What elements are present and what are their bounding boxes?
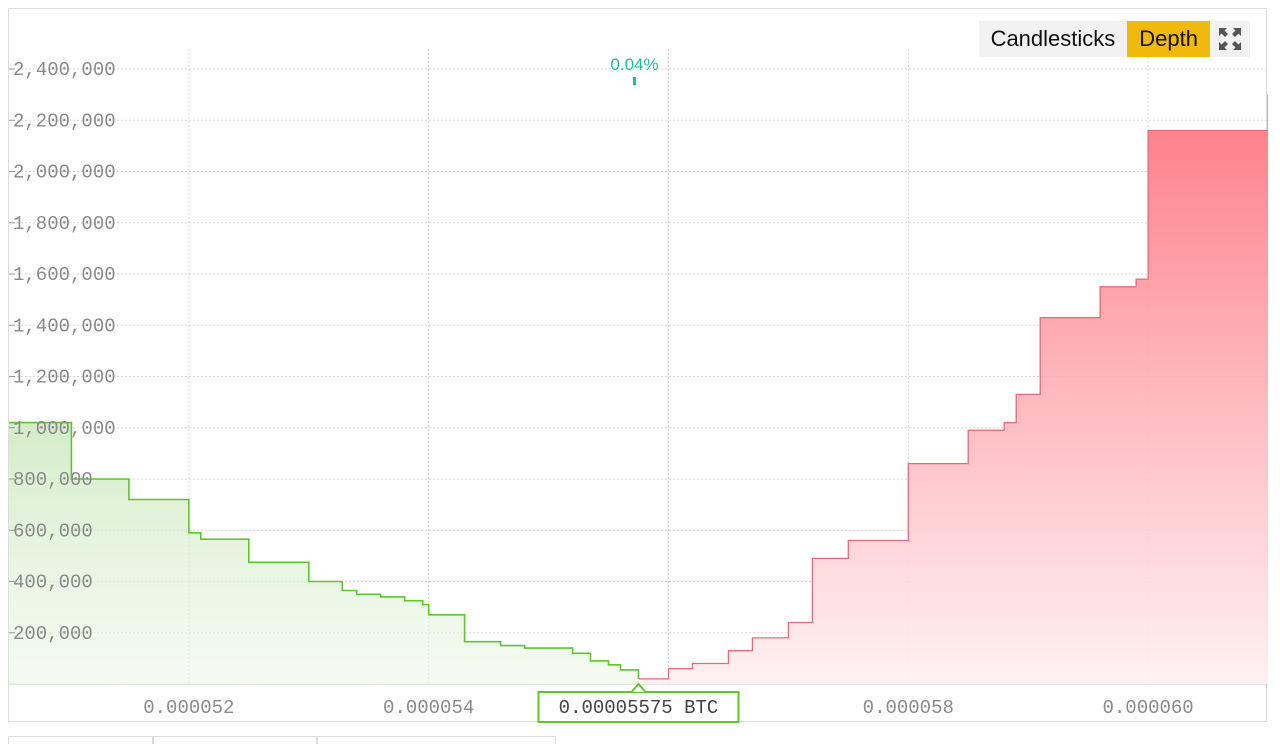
y-tick-label: 800,000	[13, 469, 93, 491]
mid-price-marker: 0.00005575 BTC 0.04%	[537, 55, 740, 723]
expand-icon-graphic	[1219, 28, 1241, 50]
mid-price-label: 0.00005575 BTC	[559, 697, 719, 719]
y-tick-label: 2,200,000	[13, 110, 116, 132]
bid-depth-area	[9, 422, 639, 684]
x-axis-labels: 0.000052 0.000054 0.000058 0.000060	[143, 697, 1193, 719]
candlesticks-tab[interactable]: Candlesticks	[990, 26, 1116, 51]
y-tick-label: 1,200,000	[13, 367, 116, 389]
y-tick-label: 2,400,000	[13, 59, 116, 81]
bottom-tab[interactable]	[317, 736, 556, 744]
bottom-tab-strip	[8, 736, 556, 744]
depth-tab[interactable]: Depth	[1127, 21, 1210, 57]
bid-depth-line	[9, 421, 640, 679]
y-tick-label: 600,000	[13, 520, 93, 542]
spread-label: 0.04%	[610, 55, 658, 74]
depth-areas	[9, 94, 1268, 685]
y-tick-label: 200,000	[13, 623, 93, 645]
y-tick-label: 1,800,000	[13, 213, 116, 235]
x-tick-label: 0.000060	[1102, 697, 1193, 719]
y-tick-label: 400,000	[13, 572, 93, 594]
expand-icon[interactable]	[1210, 21, 1250, 57]
depth-chart: 200,000 400,000 600,000 800,000 1,000,000 1,2…	[9, 49, 1268, 723]
y-tick-label: 1,600,000	[13, 264, 116, 286]
ask-depth-area	[638, 94, 1268, 685]
y-tick-label: 1,000,000	[13, 418, 116, 440]
bottom-tab[interactable]	[153, 736, 317, 744]
x-tick-label: 0.000054	[383, 697, 474, 719]
y-tick-label: 2,000,000	[13, 162, 116, 184]
bottom-tab[interactable]	[8, 736, 153, 744]
mid-price-pointer	[630, 682, 647, 693]
y-tick-label: 1,400,000	[13, 315, 116, 337]
y-axis-labels: 200,000 400,000 600,000 800,000 1,000,000 1,2…	[9, 59, 116, 645]
depth-chart-panel: 200,000 400,000 600,000 800,000 1,000,000 1,2…	[8, 8, 1268, 723]
x-tick-label: 0.000052	[143, 697, 234, 719]
ask-depth-line	[638, 94, 1268, 680]
chart-toolbar: Candlesticks Depth	[978, 21, 1250, 57]
x-tick-label: 0.000058	[863, 697, 954, 719]
mid-price-box	[537, 691, 740, 723]
